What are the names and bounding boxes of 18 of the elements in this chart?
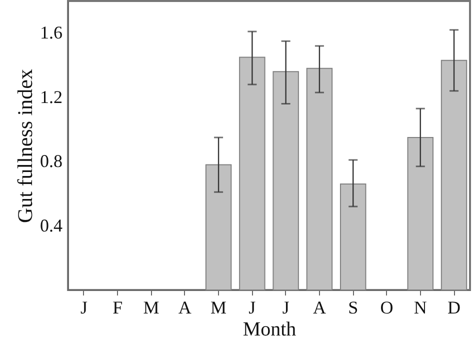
x-tick-label: J (248, 298, 256, 318)
x-axis-title: Month (242, 318, 296, 340)
y-tick-label: 0.8 (40, 151, 62, 172)
x-tick-label: J (80, 298, 88, 318)
x-tick-label: S (348, 298, 358, 318)
x-tick-label: F (112, 298, 123, 318)
x-tick-label: A (178, 298, 192, 318)
y-axis-title: Gut fullness index (13, 68, 37, 223)
x-tick-label: O (380, 298, 394, 318)
x-tick-label: M (143, 298, 160, 318)
x-tick-label: D (448, 298, 461, 318)
x-tick-label: M (210, 298, 227, 318)
y-tick-label: 1.6 (40, 22, 62, 43)
y-tick-label: 0.4 (40, 215, 62, 236)
x-tick-label: J (282, 298, 290, 318)
y-tick-label: 1.2 (40, 86, 62, 107)
x-tick-label: N (414, 298, 427, 318)
x-tick-label: A (312, 298, 326, 318)
